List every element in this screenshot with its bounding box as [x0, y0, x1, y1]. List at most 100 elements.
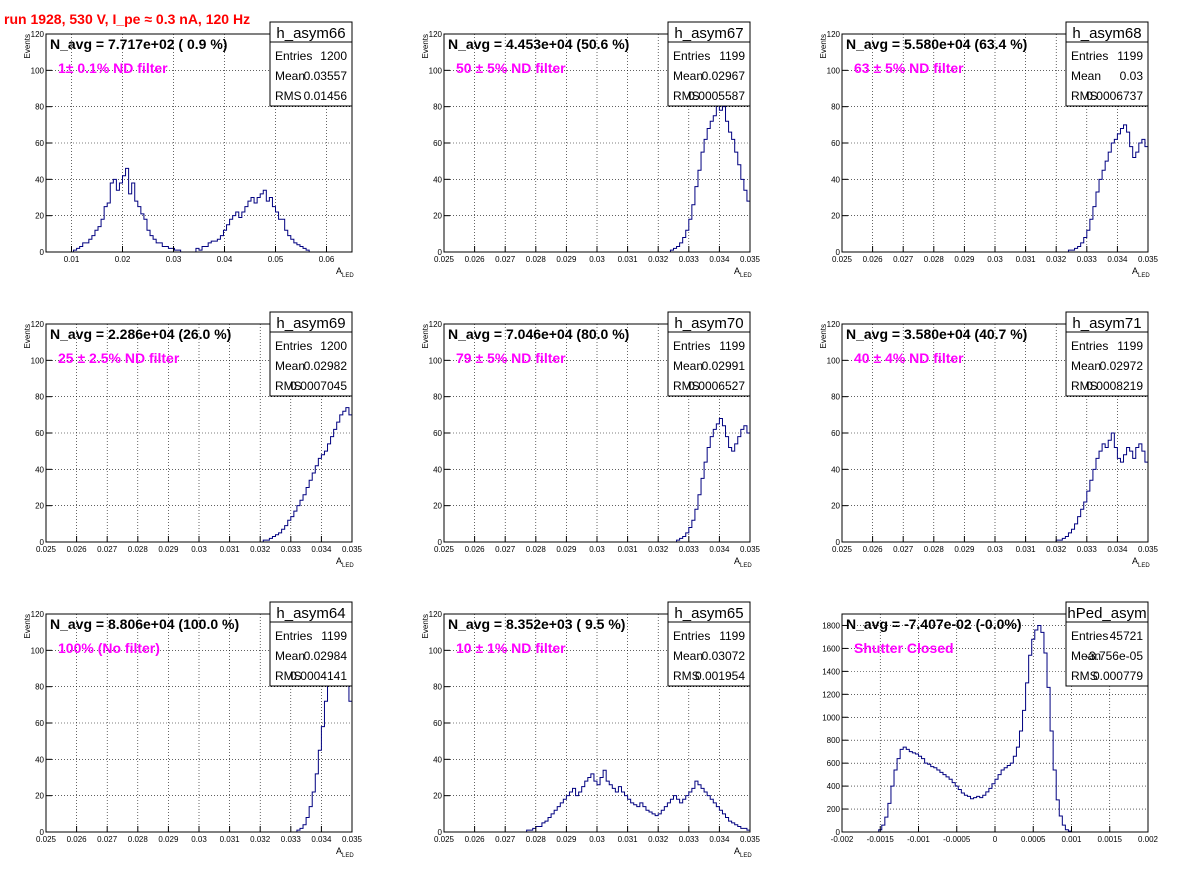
x-tick-label: 0.035	[342, 835, 363, 844]
y-tick-label: 20	[35, 212, 44, 221]
x-tick-label: 0.0015	[1098, 835, 1123, 844]
x-tick-label: 0.031	[618, 545, 639, 554]
y-tick-label: 0	[836, 538, 841, 547]
x-tick-label: 0.03	[589, 835, 605, 844]
x-tick-label: 0.03	[166, 255, 182, 264]
histogram-name: h_asym65	[674, 605, 743, 622]
x-tick-label: 0.032	[250, 835, 271, 844]
y-tick-label: 60	[433, 719, 442, 728]
x-tick-label: 0.03	[191, 545, 207, 554]
stat-value-entries: 45721	[1110, 629, 1144, 643]
x-tick-label: 0.025	[36, 545, 57, 554]
stat-label-rms: RMS	[275, 89, 302, 103]
y-tick-label: 40	[831, 465, 840, 474]
y-tick-label: 100	[429, 356, 443, 365]
stat-label-entries: Entries	[673, 49, 710, 63]
x-tick-label: 0.026	[465, 835, 486, 844]
histogram-panel-h_asym67: 0.025 0.026 0.027 0.028 0.029 0.03 0.031 0.032 0…	[421, 21, 761, 279]
histogram-panel-h_asym66: 0.01 0.02 0.03 0.04 0.05 0.06020406080100120E…	[23, 21, 354, 279]
histogram-panel-h_asym71: 0.025 0.026 0.027 0.028 0.029 0.03 0.031 0.032 0…	[819, 311, 1159, 569]
x-tick-label: 0.031	[220, 835, 241, 844]
stats-box-frame	[667, 601, 751, 687]
y-tick-label: 100	[827, 356, 841, 365]
x-tick-label: 0.033	[281, 545, 302, 554]
x-tick-label: 0.0005	[1021, 835, 1046, 844]
navg-label: N_avg = 5.580e+04 (63.4 %)	[846, 36, 1027, 52]
stat-value-entries: 1200	[320, 339, 347, 353]
x-tick-label: 0.035	[1138, 545, 1159, 554]
y-tick-label: 120	[827, 30, 841, 39]
x-tick-label: 0.029	[556, 255, 577, 264]
histogram-line	[842, 624, 1148, 833]
x-tick-label: 0.02	[115, 255, 131, 264]
histogram-name: h_asym70	[674, 315, 743, 332]
stat-value-mean: 0.02972	[1100, 359, 1144, 373]
filter-annotation: 1± 0.1% ND filter	[58, 60, 168, 76]
x-axis-title-sub: LED	[1138, 273, 1150, 279]
x-tick-label: 0.025	[832, 255, 853, 264]
y-tick-label: 40	[35, 755, 44, 764]
x-axis-title: ALED	[336, 556, 354, 569]
y-tick-label: 80	[831, 393, 840, 402]
x-tick-label: 0.05	[268, 255, 284, 264]
x-tick-label: 0.026	[863, 545, 884, 554]
navg-label: N_avg = -7.407e-02 (-0.0%)	[846, 616, 1021, 632]
x-tick-label: 0.034	[709, 835, 730, 844]
y-tick-label: 100	[429, 646, 443, 655]
y-tick-label: 0	[40, 538, 45, 547]
stat-label-entries: Entries	[1071, 629, 1108, 643]
y-axis-title: Events	[23, 34, 32, 58]
stat-value-entries: 1199	[1117, 339, 1143, 353]
stat-value-rms: 0.000779	[1093, 669, 1143, 683]
x-tick-label: 0	[993, 835, 998, 844]
stat-label-rms: RMS	[673, 669, 700, 683]
x-tick-label: 0.033	[679, 545, 700, 554]
stat-value-entries: 1199	[719, 49, 745, 63]
stat-label-mean: Mean	[673, 649, 703, 663]
stat-value-rms: 0.0006527	[688, 379, 745, 393]
y-tick-label: 0	[40, 248, 45, 257]
stats-box: h_asym71 Entries 1199 Mean0.02972RMS0.00082…	[1065, 311, 1149, 397]
x-tick-label: 0.035	[740, 835, 761, 844]
x-tick-label: -0.0005	[943, 835, 971, 844]
histogram-name: h_asym69	[276, 315, 345, 332]
x-tick-label: 0.032	[648, 835, 669, 844]
x-tick-label: 0.028	[526, 545, 547, 554]
y-tick-label: 60	[35, 139, 44, 148]
y-tick-label: 40	[433, 755, 442, 764]
stat-label-entries: Entries	[673, 339, 710, 353]
stat-label-rms: RMS	[673, 89, 700, 103]
x-axis-title-main: A	[734, 266, 740, 276]
stat-value-entries: 1199	[321, 629, 347, 643]
stats-box: h_asym67 Entries 1199 Mean0.02967RMS0.00055…	[667, 21, 751, 107]
y-tick-label: 100	[31, 646, 45, 655]
navg-label: N_avg = 2.286e+04 (26.0 %)	[50, 326, 231, 342]
filter-annotation: 63 ± 5% ND filter	[854, 60, 964, 76]
stats-box: h_asym64 Entries 1199 Mean0.02984RMS0.00041…	[269, 601, 353, 687]
filter-annotation: 79 ± 5% ND filter	[456, 350, 566, 366]
histogram-name: h_asym66	[276, 25, 345, 42]
x-axis-title-sub: LED	[740, 563, 752, 569]
y-tick-label: 120	[31, 320, 45, 329]
x-tick-label: 0.034	[311, 545, 332, 554]
x-tick-label: 0.028	[128, 545, 149, 554]
histogram-panel-h_asym70: 0.025 0.026 0.027 0.028 0.029 0.03 0.031 0.032 0…	[421, 311, 761, 569]
y-tick-label: 400	[827, 782, 841, 791]
y-tick-label: 1400	[822, 667, 840, 676]
x-tick-label: 0.033	[281, 835, 302, 844]
x-tick-label: 0.032	[250, 545, 271, 554]
stat-value-entries: 1199	[719, 339, 745, 353]
stat-value-entries: 1199	[719, 629, 745, 643]
stats-box: h_asym70 Entries 1199 Mean0.02991RMS0.00065…	[667, 311, 751, 397]
x-tick-label: 0.028	[526, 835, 547, 844]
stats-box: h_asym69 Entries 1200 Mean0.02982RMS0.00070…	[269, 311, 353, 397]
x-axis-title-sub: LED	[740, 273, 752, 279]
histogram-panel-h_asym64: 0.025 0.026 0.027 0.028 0.029 0.03 0.031 0.032 0…	[23, 601, 363, 859]
y-axis-title: Events	[421, 324, 430, 348]
y-tick-label: 100	[429, 66, 443, 75]
stat-value-mean: 0.02984	[304, 649, 348, 663]
histogram-panel-h_asym65: 0.025 0.026 0.027 0.028 0.029 0.03 0.031 0.032 0…	[421, 601, 761, 859]
y-tick-label: 60	[831, 429, 840, 438]
x-axis-title-sub: LED	[342, 853, 354, 859]
x-axis-title: ALED	[734, 556, 752, 569]
